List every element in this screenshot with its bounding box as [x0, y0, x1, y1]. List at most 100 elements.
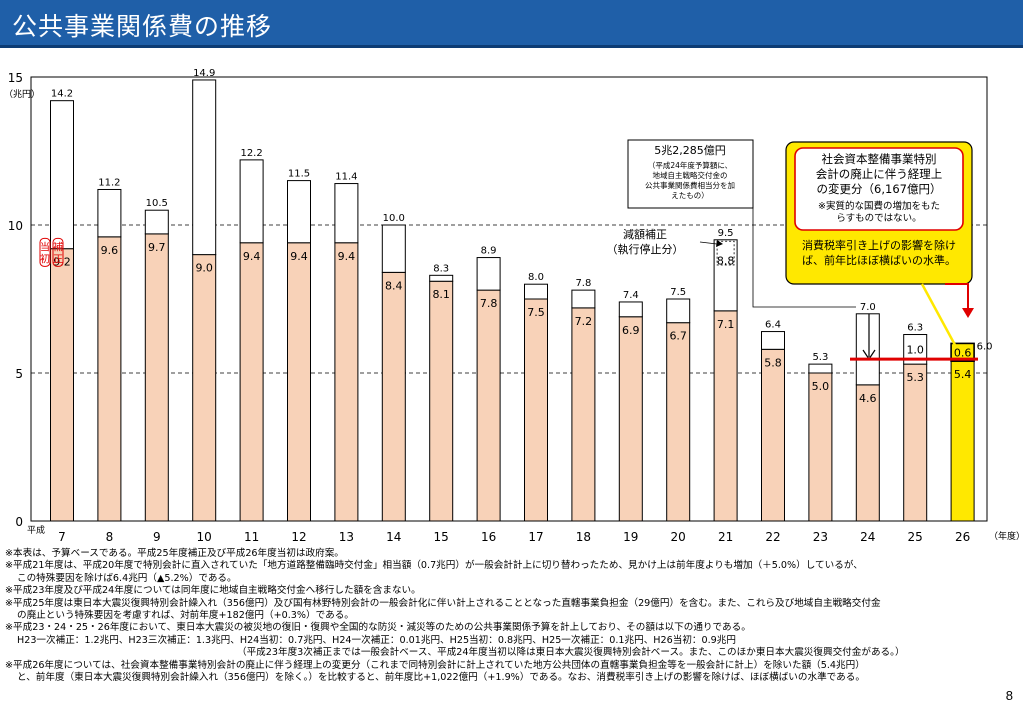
bar-top: [287, 180, 311, 244]
note-box-line: 会計の廃止に伴う経理上: [816, 167, 943, 181]
note-box-special-inner: [794, 147, 964, 231]
data-label-total: 7.5: [670, 287, 686, 298]
note-line: この特殊要因を除けば6.4兆円（▲5.2%）である。: [17, 572, 237, 584]
bar-base: [144, 233, 169, 522]
bar-top: [144, 209, 169, 235]
data-label-total: 7.8: [575, 278, 591, 289]
note-box-line: らすものではない。: [836, 213, 921, 224]
note-line: ※平成21年度は、平成20年度で特別会計に直入されていた「地方道路整備臨時交付金…: [5, 560, 863, 572]
y-tick-label: 5: [15, 367, 23, 381]
data-label-base: 9.6: [101, 244, 119, 257]
connector-line: [752, 162, 856, 308]
data-label-total: 5.3: [812, 352, 828, 363]
page-number: 8: [1005, 688, 1013, 703]
data-label-base: 7.2: [575, 315, 593, 328]
data-label-total: 8.3: [433, 263, 449, 274]
bar-top: [571, 289, 596, 309]
bar-base: [50, 248, 74, 522]
note-line: ※平成23・24・25・26年度において、東日本大震災の被災地の復旧・復興や全国…: [5, 622, 751, 634]
data-label-base: 9.4: [243, 250, 261, 263]
bar-base: [287, 242, 311, 522]
bar-base: [618, 316, 643, 522]
x-tick-label: 21: [718, 530, 733, 544]
bar-base: [429, 280, 454, 522]
data-label-inner: 1.0: [906, 343, 924, 356]
footnotes: ※本表は、予算ベースである。平成25年度補正及び平成26年度当初は政府案。 ※平…: [5, 548, 1020, 684]
data-label-total: 10.5: [146, 198, 168, 209]
x-tick-label: 13: [339, 530, 354, 544]
data-label-base: 7.1: [717, 318, 735, 331]
bar-top: [618, 301, 643, 318]
data-label-inner: 8.8: [717, 255, 735, 268]
bar-base: [239, 242, 264, 522]
x-tick-label: 16: [481, 530, 496, 544]
x-tick-label: 22: [765, 530, 780, 544]
data-label-total: 8.0: [528, 272, 544, 283]
data-label-base: 4.6: [859, 392, 877, 405]
note-box-line: 消費税率引き上げの影響を除け: [802, 238, 956, 252]
bar-top: [476, 257, 501, 291]
note-line: と、前年度（東日本大震災復興特別会計繰入れ（356億円）を除く。）を比較すると、…: [17, 672, 865, 684]
genga-arrow: [699, 241, 718, 245]
data-label-total: 11.2: [98, 177, 120, 188]
bar-top: [429, 274, 454, 282]
x-tick-label: 12: [291, 530, 306, 544]
x-tick-label: 10: [197, 530, 212, 544]
x-axis-prefix: 平成: [27, 524, 45, 536]
data-label-base: 9.7: [148, 241, 166, 254]
y-tick-label: 10: [8, 219, 23, 233]
bar-top: [950, 342, 975, 362]
bar-base: [524, 298, 548, 522]
page-title: 公共事業関係費の推移: [12, 12, 273, 41]
bar-top: [524, 283, 548, 300]
x-tick-label: 26: [955, 530, 970, 544]
data-label-total: 6.4: [765, 320, 781, 331]
genga-arrowhead: [716, 240, 723, 247]
bar-base: [381, 271, 406, 522]
bar-base: [97, 236, 122, 522]
highlight-pointer: [920, 283, 957, 346]
fy7-bracket: [39, 237, 51, 267]
bar-top: [97, 188, 122, 238]
x-tick-label: 14: [386, 530, 401, 544]
data-label-total: 12.2: [240, 148, 262, 159]
fy7-label-char: 正: [53, 255, 63, 266]
data-label-total: 10.0: [383, 213, 405, 224]
data-label-base: 6.9: [622, 324, 640, 337]
x-tick-label: 24: [860, 530, 875, 544]
note-box-line: ※実質的な国費の増加をもた: [818, 200, 940, 212]
y-axis-unit: （兆円）: [4, 89, 40, 100]
x-tick-label: 17: [528, 530, 543, 544]
note-box-line: 社会資本整備事業特別: [822, 152, 937, 166]
note-line: ※平成25年度は東日本大震災復興特別会計繰入れ（356億円）及び国有林野特別会計…: [5, 597, 881, 609]
bar-top: [808, 363, 833, 374]
bar-top: [761, 331, 785, 350]
note-line: ※平成23年度及び平成24年度については同年度に地域自主戦略交付金へ移行した額を…: [5, 585, 421, 597]
data-label-total: 14.2: [51, 89, 73, 100]
bar-top: [855, 313, 880, 386]
note-line: H23一次補正：1.2兆円、H23三次補正：1.3兆円、H24当初：0.7兆円、…: [17, 634, 736, 646]
note-box-52285: [627, 139, 754, 209]
note-line: ※本表は、予算ベースである。平成25年度補正及び平成26年度当初は政府案。: [5, 548, 344, 559]
data-label-base: 9.4: [338, 250, 356, 263]
fy7-label-char: 当: [40, 241, 50, 254]
bar-top: [334, 183, 359, 244]
bar-top: [903, 334, 928, 365]
bar-base: [903, 363, 928, 522]
highlight-arrow: [945, 283, 969, 310]
data-label-total: 11.5: [288, 169, 310, 180]
data-label-total: 6.3: [907, 323, 923, 334]
bar-base: [713, 310, 738, 522]
title-bar: 公共事業関係費の推移: [0, 0, 1023, 48]
x-tick-label: 19: [623, 530, 638, 544]
bar-base: [476, 289, 501, 522]
x-axis-unit: （年度）: [989, 530, 1023, 542]
x-tick-label: 23: [813, 530, 828, 544]
data-label-base: 9.0: [195, 262, 213, 275]
fy7-bracket: [52, 237, 64, 267]
x-tick-label: 15: [434, 530, 449, 544]
x-tick-label: 25: [908, 530, 923, 544]
bar-base: [761, 348, 785, 522]
bar-base: [334, 242, 359, 522]
note-box-head: 5兆2,285億円: [654, 144, 726, 157]
